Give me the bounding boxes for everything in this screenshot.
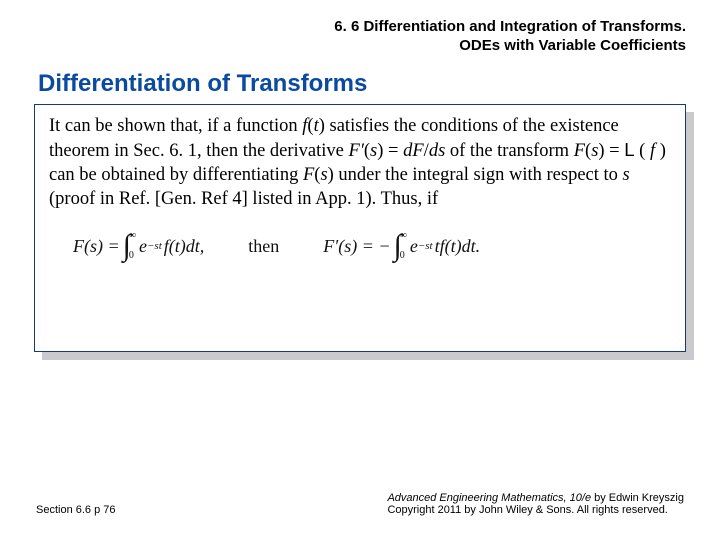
footer-book-title: Advanced Engineering Mathematics, 10/e — [387, 492, 591, 504]
int-lower-2: 0 — [400, 251, 407, 261]
chapter-heading: 6. 6 Differentiation and Integration of … — [28, 18, 692, 56]
chapter-heading-line2: ODEs with Variable Coefficients — [28, 37, 686, 56]
content-box-wrap: It can be shown that, if a function f(t)… — [34, 104, 686, 352]
int-upper-2: ∞ — [400, 231, 407, 241]
eq-Fp: F′(s) = − — [323, 236, 390, 257]
integral-1: ∫ ∞ 0 — [123, 231, 136, 261]
footer-by: by Edwin Kreyszig — [591, 492, 684, 504]
footer-right: Advanced Engineering Mathematics, 10/e b… — [387, 492, 684, 516]
eq-after1: f(t)dt, — [164, 236, 205, 257]
footer: Section 6.6 p 76 Advanced Engineering Ma… — [0, 492, 720, 516]
eq-F: F(s) = — [73, 236, 120, 257]
section-title: Differentiation of Transforms — [38, 70, 692, 98]
equation-row: F(s) = ∫ ∞ 0 e−st f(t)dt, then F′(s) = − — [49, 231, 671, 261]
footer-left: Section 6.6 p 76 — [36, 504, 116, 516]
equation-rhs: F′(s) = − ∫ ∞ 0 e−st tf(t)dt. — [323, 231, 480, 261]
chapter-heading-line1: 6. 6 Differentiation and Integration of … — [28, 18, 686, 37]
eq-exp1: −st — [147, 240, 162, 252]
integral-limits-2: ∞ 0 — [400, 231, 407, 261]
eq-exp2: −st — [418, 240, 433, 252]
eq-after2: tf(t)dt. — [435, 236, 481, 257]
equation-lhs: F(s) = ∫ ∞ 0 e−st f(t)dt, — [73, 231, 204, 261]
int-upper-1: ∞ — [129, 231, 136, 241]
eq-e2: e — [410, 236, 418, 257]
eq-e1: e — [139, 236, 147, 257]
content-box: It can be shown that, if a function f(t)… — [34, 104, 686, 352]
body-paragraph: It can be shown that, if a function f(t)… — [49, 115, 671, 212]
equation-then: then — [248, 236, 279, 257]
integral-2: ∫ ∞ 0 — [393, 231, 406, 261]
integral-limits: ∞ 0 — [129, 231, 136, 261]
footer-copyright: Copyright 2011 by John Wiley & Sons. All… — [387, 504, 667, 516]
int-lower-1: 0 — [129, 251, 136, 261]
